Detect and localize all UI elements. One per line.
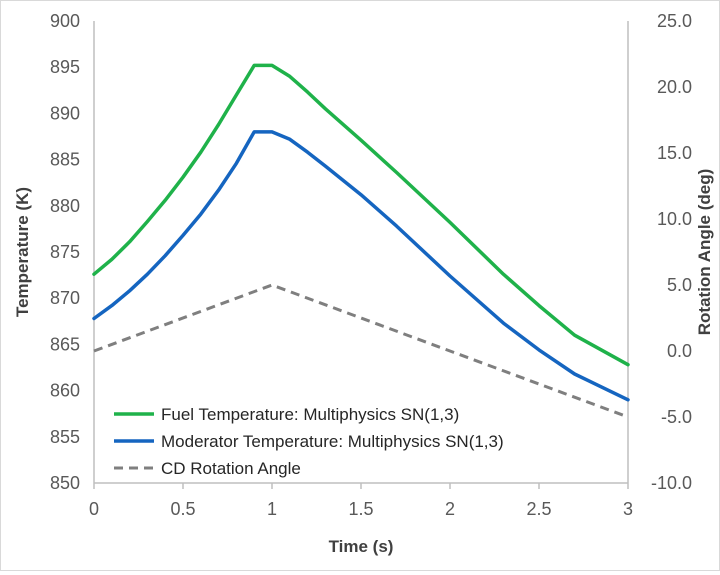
legend-label: Moderator Temperature: Multiphysics SN(1… [161, 432, 504, 451]
y-tick-label: 850 [50, 473, 80, 493]
y2-tick-label: 25.0 [657, 11, 692, 31]
axes: 0 0.5 1 1.5 2 2.5 3 850 855 860 865 870 875 880 885 890… [50, 11, 692, 519]
legend: Fuel Temperature: Multiphysics SN(1,3) Mo… [114, 405, 504, 478]
series-line-2 [93, 283, 629, 419]
legend-label: CD Rotation Angle [161, 459, 301, 478]
x-tick-label: 1.5 [348, 499, 373, 519]
y-tick-label: 870 [50, 288, 80, 308]
x-tick-label: 2 [445, 499, 455, 519]
x-tick-label: 2.5 [526, 499, 551, 519]
y-tick-label: 890 [50, 103, 80, 123]
y2-tick-label: -5.0 [661, 407, 692, 427]
series-line-0 [92, 63, 630, 367]
y-tick-label: 900 [50, 11, 80, 31]
y2-tick-label: 5.0 [667, 275, 692, 295]
series-line-1 [92, 130, 630, 402]
y2-axis-title: Rotation Angle (deg) [695, 169, 714, 336]
series-lines [92, 63, 630, 419]
y-tick-label: 860 [50, 381, 80, 401]
x-tick-label: 0 [89, 499, 99, 519]
y-tick-label: 880 [50, 196, 80, 216]
y2-tick-label: 10.0 [657, 209, 692, 229]
x-tick-label: 0.5 [170, 499, 195, 519]
x-tick-label: 1 [267, 499, 277, 519]
y-tick-label: 875 [50, 242, 80, 262]
axis-labels: Time (s) Temperature (K) Rotation Angle … [13, 169, 714, 556]
legend-label: Fuel Temperature: Multiphysics SN(1,3) [161, 405, 459, 424]
y-tick-label: 885 [50, 150, 80, 170]
y2-tick-label: 15.0 [657, 143, 692, 163]
y-tick-label: 855 [50, 427, 80, 447]
x-axis-title: Time (s) [329, 537, 394, 556]
y2-tick-label: -10.0 [651, 473, 692, 493]
y-axis-title: Temperature (K) [13, 187, 32, 317]
y2-tick-label: 20.0 [657, 77, 692, 97]
x-tick-label: 3 [623, 499, 633, 519]
y-tick-label: 895 [50, 57, 80, 77]
y2-tick-label: 0.0 [667, 341, 692, 361]
y-tick-label: 865 [50, 334, 80, 354]
